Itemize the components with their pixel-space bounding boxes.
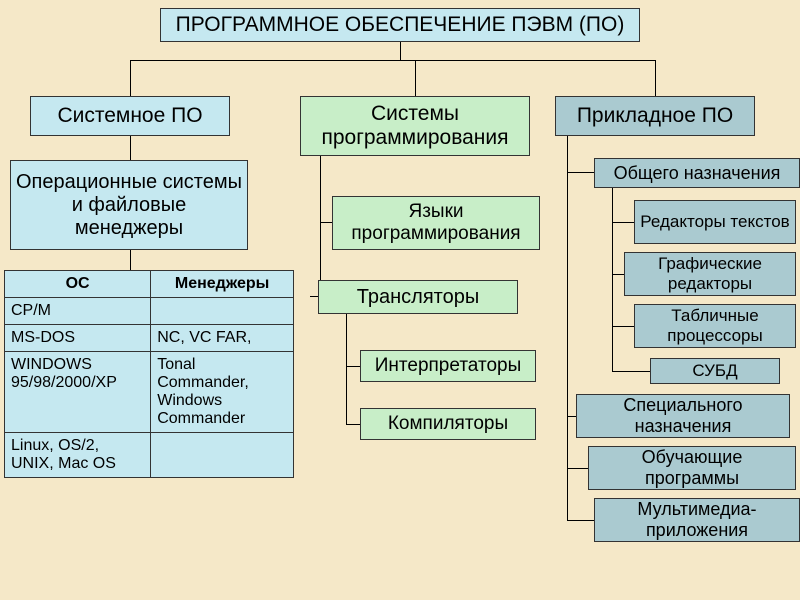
- connector-line: [612, 188, 613, 372]
- connector-line: [567, 520, 594, 521]
- connector-line: [130, 60, 131, 96]
- prog-child-0: Языки программирования: [332, 196, 540, 250]
- connector-line: [130, 136, 131, 160]
- translator-child-0: Интерпретаторы: [360, 350, 536, 382]
- connector-line: [400, 42, 401, 60]
- general-child-3: СУБД: [650, 358, 780, 384]
- table-cell: CP/M: [5, 298, 151, 325]
- table-row: MS-DOSNC, VC FAR,: [5, 325, 294, 352]
- table-cell: MS-DOS: [5, 325, 151, 352]
- applied-other-0: Специального назначения: [576, 394, 790, 438]
- connector-line: [612, 274, 624, 275]
- os-managers-table: ОСМенеджерыCP/MMS-DOSNC, VC FAR,WINDOWS …: [4, 270, 294, 478]
- connector-line: [567, 468, 588, 469]
- applied-general: Общего назначения: [594, 158, 800, 188]
- connector-line: [655, 60, 656, 96]
- table-row: Linux, OS/2, UNIX, Mac OS: [5, 433, 294, 478]
- applied-other-2: Мультимедиа-приложения: [594, 498, 800, 542]
- table-header: ОС: [5, 271, 151, 298]
- connector-line: [612, 222, 634, 223]
- connector-line: [320, 222, 332, 223]
- branch-progsys: Системы программирования: [300, 96, 530, 156]
- connector-line: [320, 156, 321, 296]
- connector-line: [346, 424, 360, 425]
- applied-other-1: Обучающие программы: [588, 446, 796, 490]
- table-row: CP/M: [5, 298, 294, 325]
- table-cell: [151, 433, 294, 478]
- general-child-0: Редакторы текстов: [634, 200, 796, 244]
- table-cell: Tonal Commander, Windows Commander: [151, 352, 294, 433]
- table-row: WINDOWS 95/98/2000/XPTonal Commander, Wi…: [5, 352, 294, 433]
- table-cell: WINDOWS 95/98/2000/XP: [5, 352, 151, 433]
- connector-line: [612, 326, 634, 327]
- connector-line: [612, 371, 650, 372]
- translator-child-1: Компиляторы: [360, 408, 536, 440]
- root-node: ПРОГРАММНОЕ ОБЕСПЕЧЕНИЕ ПЭВМ (ПО): [160, 8, 640, 42]
- table-cell: [151, 298, 294, 325]
- connector-line: [567, 416, 576, 417]
- general-child-1: Графические редакторы: [624, 252, 796, 296]
- connector-line: [567, 172, 594, 173]
- connector-line: [346, 366, 360, 367]
- branch-system: Системное ПО: [30, 96, 230, 136]
- connector-line: [130, 60, 655, 61]
- table-cell: Linux, OS/2, UNIX, Mac OS: [5, 433, 151, 478]
- connector-line: [567, 136, 568, 520]
- connector-line: [415, 60, 416, 96]
- connector-line: [130, 250, 131, 270]
- branch-applied: Прикладное ПО: [555, 96, 755, 136]
- connector-line: [346, 314, 347, 424]
- table-header: Менеджеры: [151, 271, 294, 298]
- general-child-2: Табличные процессоры: [634, 304, 796, 348]
- system-os-managers: Операционные системы и файловые менеджер…: [10, 160, 248, 250]
- table-cell: NC, VC FAR,: [151, 325, 294, 352]
- prog-child-1: Трансляторы: [318, 280, 518, 314]
